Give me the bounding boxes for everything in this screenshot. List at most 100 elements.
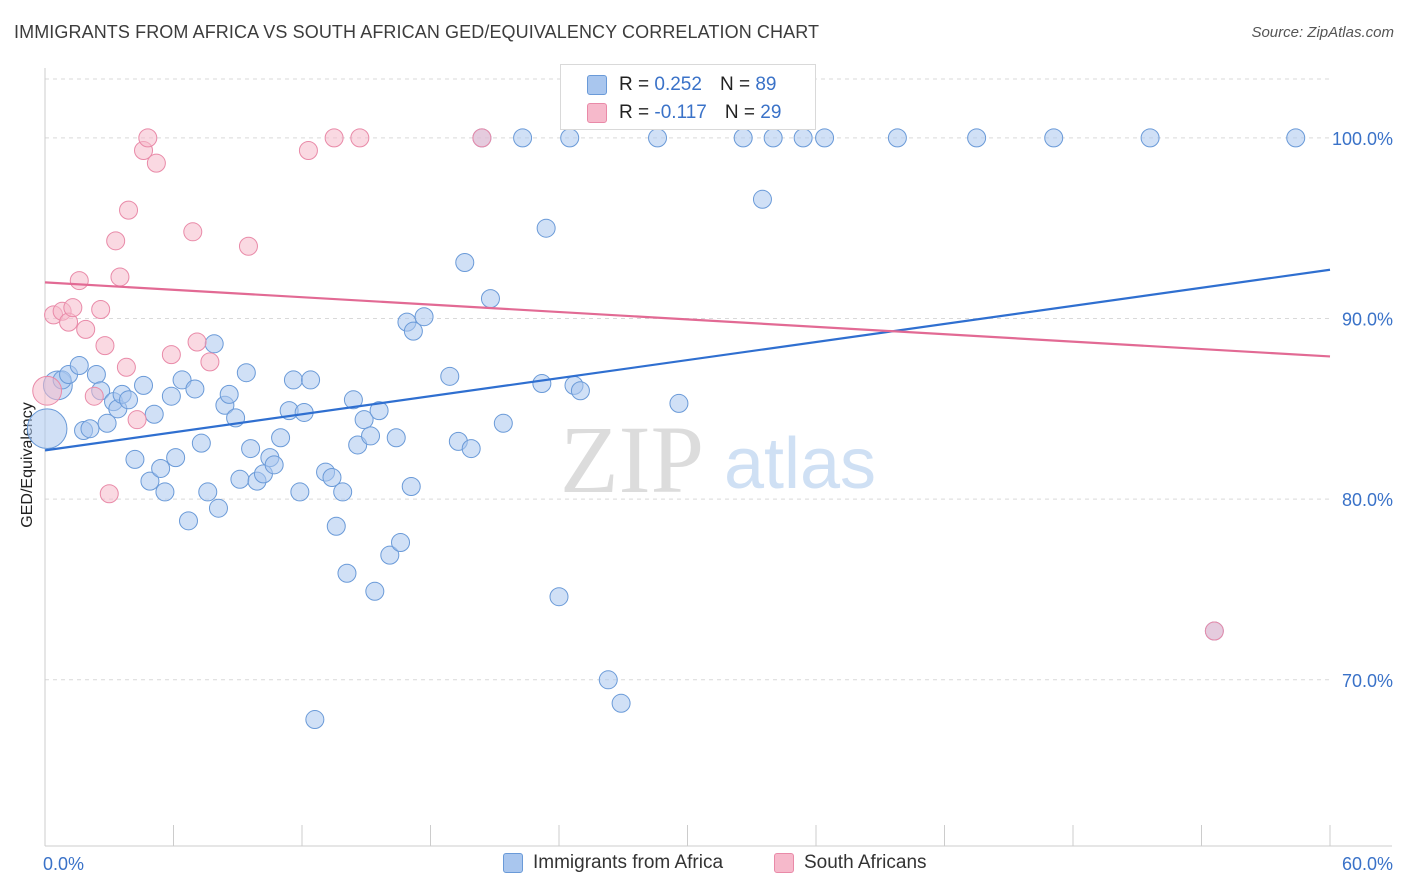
south-african-point bbox=[110, 267, 130, 287]
africa-point bbox=[208, 498, 228, 518]
africa-point bbox=[301, 370, 321, 390]
africa-point bbox=[348, 435, 368, 455]
africa-point bbox=[1286, 128, 1306, 148]
africa-point bbox=[283, 370, 303, 390]
chart-title: IMMIGRANTS FROM AFRICA VS SOUTH AFRICAN … bbox=[14, 22, 820, 42]
trend-lines bbox=[44, 268, 1331, 452]
legend-item-africa: Immigrants from Africa bbox=[503, 852, 723, 874]
africa-point bbox=[598, 670, 618, 690]
south-african-point bbox=[183, 222, 203, 242]
south-african-point bbox=[187, 332, 207, 352]
south-african-point bbox=[238, 236, 258, 256]
n-label: N = bbox=[719, 74, 751, 95]
n-value: 29 bbox=[760, 102, 782, 123]
y-tick-label: 100.0% bbox=[1332, 129, 1393, 149]
africa-point bbox=[178, 511, 198, 531]
africa-point bbox=[1044, 128, 1064, 148]
south-african-trend-line bbox=[44, 281, 1331, 358]
africa-point bbox=[140, 471, 160, 491]
africa-point bbox=[493, 413, 513, 433]
africa-point bbox=[241, 439, 261, 459]
africa-point bbox=[440, 366, 460, 386]
africa-point bbox=[752, 189, 772, 209]
south-african-point bbox=[161, 345, 181, 365]
south-african-point bbox=[146, 153, 166, 173]
r-value: 0.252 bbox=[654, 74, 702, 95]
legend-row-africa: R = 0.252 N = 89 bbox=[619, 73, 776, 97]
watermark-zip: ZIP bbox=[560, 406, 704, 513]
africa-point bbox=[155, 482, 175, 502]
axes bbox=[44, 68, 1392, 847]
africa-point bbox=[570, 381, 590, 401]
south-african-point bbox=[138, 128, 158, 148]
africa-point bbox=[125, 449, 145, 469]
africa-point bbox=[172, 370, 192, 390]
africa-point bbox=[97, 413, 117, 433]
south-african-point bbox=[472, 128, 492, 148]
legend-swatch-blue bbox=[503, 853, 523, 873]
africa-point bbox=[536, 218, 556, 238]
n-label: N = bbox=[724, 102, 755, 123]
africa-point bbox=[80, 419, 100, 439]
africa-point bbox=[185, 379, 205, 399]
data-points bbox=[26, 128, 1306, 730]
n-value: 89 bbox=[755, 74, 777, 95]
south-african-point bbox=[106, 231, 126, 251]
africa-point bbox=[236, 363, 256, 383]
africa-point bbox=[391, 533, 411, 553]
africa-point bbox=[669, 393, 689, 413]
south-african-point bbox=[1204, 621, 1224, 641]
legend-item-south-africans: South Africans bbox=[774, 852, 927, 874]
y-tick-label: 80.0% bbox=[1342, 490, 1393, 510]
south-african-point bbox=[200, 352, 220, 372]
watermark: ZIP atlas bbox=[560, 406, 876, 513]
south-african-point bbox=[32, 375, 63, 406]
africa-point bbox=[119, 390, 139, 410]
africa-point bbox=[403, 321, 423, 341]
grid-lines bbox=[45, 78, 1330, 681]
africa-point bbox=[26, 408, 68, 450]
africa-trend-line bbox=[44, 268, 1331, 452]
africa-point bbox=[134, 375, 154, 395]
africa-point bbox=[271, 428, 291, 448]
africa-point bbox=[322, 467, 342, 487]
legend-label: Immigrants from Africa bbox=[533, 852, 724, 873]
africa-point bbox=[191, 433, 211, 453]
africa-point bbox=[365, 581, 385, 601]
africa-point bbox=[230, 469, 250, 489]
africa-point bbox=[264, 455, 284, 475]
south-african-point bbox=[116, 357, 136, 377]
africa-point bbox=[326, 516, 346, 536]
x-tick-label-min: 0.0% bbox=[43, 854, 84, 874]
africa-point bbox=[763, 128, 783, 148]
series-legend: Immigrants from Africa South Africans bbox=[0, 852, 1406, 878]
africa-point bbox=[414, 307, 434, 327]
south-african-point bbox=[91, 299, 111, 319]
africa-point bbox=[151, 458, 171, 478]
africa-point bbox=[648, 128, 668, 148]
africa-point bbox=[1140, 128, 1160, 148]
south-african-point bbox=[127, 410, 147, 430]
legend-swatch-pink bbox=[774, 853, 794, 873]
watermark-atlas: atlas bbox=[724, 424, 876, 504]
africa-point bbox=[401, 477, 421, 497]
south-african-point bbox=[324, 128, 344, 148]
x-tick-label-max: 60.0% bbox=[1342, 854, 1393, 874]
africa-point bbox=[305, 710, 325, 730]
africa-point bbox=[733, 128, 753, 148]
south-african-point bbox=[95, 336, 115, 356]
legend-swatch-blue bbox=[587, 75, 607, 95]
south-african-point bbox=[350, 128, 370, 148]
africa-point bbox=[815, 128, 835, 148]
r-label: R = bbox=[619, 102, 650, 123]
africa-point bbox=[611, 693, 631, 713]
africa-point bbox=[219, 384, 239, 404]
africa-point bbox=[290, 482, 310, 502]
africa-point bbox=[887, 128, 907, 148]
africa-point bbox=[380, 545, 400, 565]
africa-point bbox=[161, 386, 181, 406]
africa-point bbox=[333, 482, 353, 502]
africa-point bbox=[354, 410, 374, 430]
r-label: R = bbox=[619, 74, 650, 95]
